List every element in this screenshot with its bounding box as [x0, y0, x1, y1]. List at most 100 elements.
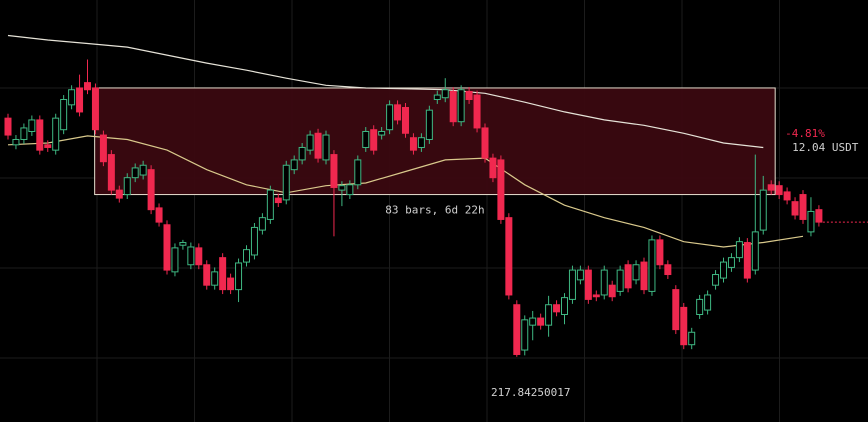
candle-body	[568, 269, 576, 300]
range-change: -4.81%	[785, 127, 825, 140]
candle-body	[258, 217, 266, 231]
candle-body	[282, 164, 290, 201]
range-amount-bg	[789, 140, 868, 155]
candle-body	[314, 132, 322, 159]
candle-body	[584, 269, 592, 300]
candle-body	[4, 117, 12, 136]
candle-body	[243, 249, 250, 263]
candle-body	[688, 331, 696, 346]
candle-body	[139, 164, 147, 176]
candle-body	[203, 264, 211, 286]
candle-body	[99, 134, 107, 163]
candle-body	[378, 130, 386, 136]
candle-body	[672, 289, 680, 331]
candle-body	[36, 119, 44, 151]
candle-body	[425, 109, 433, 140]
candle-body	[394, 104, 402, 121]
candle-body	[322, 134, 330, 161]
candle-body	[807, 210, 815, 233]
candle-body	[521, 319, 529, 351]
candle-body	[28, 119, 36, 132]
candle-body	[290, 159, 298, 171]
candle-body	[545, 304, 553, 326]
candle-body	[60, 99, 68, 131]
range-duration: 83 bars, 6d 22h	[385, 204, 484, 217]
candle-body	[720, 261, 727, 279]
candle-body	[537, 317, 545, 326]
candle-body	[155, 207, 163, 223]
candle-body	[235, 262, 243, 291]
candle-body	[449, 91, 457, 123]
candle-body	[179, 242, 187, 246]
candle-body	[44, 144, 52, 148]
candle-body	[147, 169, 155, 211]
candle-body	[680, 306, 688, 346]
candle-body	[330, 154, 338, 188]
candle-body	[250, 226, 258, 256]
candle-body	[648, 239, 656, 292]
candle-body	[608, 284, 616, 298]
candle-body	[163, 224, 171, 271]
candle-body	[266, 189, 274, 220]
candle-body	[219, 257, 227, 291]
candle-body	[640, 261, 648, 291]
candle-body	[417, 137, 425, 148]
candle-body	[306, 134, 314, 151]
candle-body	[211, 271, 219, 286]
range-box	[94, 87, 776, 196]
candle-body	[489, 157, 497, 179]
candle-body	[600, 269, 608, 296]
candle-body	[115, 189, 123, 199]
candle-body	[799, 194, 807, 220]
candle-body	[84, 82, 91, 91]
candle-body	[370, 129, 378, 151]
candle-body	[592, 294, 600, 298]
candle-body	[123, 177, 131, 196]
candle-body	[632, 264, 640, 281]
candle-body	[513, 304, 521, 355]
candle-body	[195, 247, 203, 266]
candle-body	[298, 146, 306, 161]
candle-body	[743, 242, 751, 279]
candle-body	[704, 294, 712, 311]
candle-body	[12, 138, 20, 146]
candle-body	[433, 94, 441, 101]
candle-body	[76, 87, 84, 113]
candle-body	[338, 185, 346, 191]
candle-body	[91, 87, 99, 131]
candle-body	[664, 264, 672, 276]
candle-body	[529, 317, 537, 326]
candle-body	[473, 94, 481, 129]
candle-body	[465, 91, 473, 101]
candle-body	[624, 264, 632, 289]
candle-body	[187, 246, 195, 266]
candle-body	[68, 89, 76, 106]
candle-body	[815, 209, 823, 223]
candle-body	[346, 184, 354, 196]
candle-body	[727, 257, 735, 268]
candle-body	[775, 185, 783, 196]
candle-body	[561, 297, 568, 316]
candle-body	[131, 167, 139, 179]
candle-body	[759, 189, 767, 231]
candle-body	[107, 154, 115, 191]
candle-body	[386, 104, 394, 131]
candle-body	[481, 127, 489, 159]
moving-average-line	[7, 34, 764, 149]
range-amount: 12.04 USDT	[792, 141, 859, 154]
candle-body	[505, 217, 513, 296]
candle-body	[751, 231, 759, 271]
candle-body	[354, 159, 362, 186]
candle-body	[497, 159, 505, 220]
candle-body	[712, 274, 720, 286]
candle-body	[52, 117, 60, 151]
moving-average-line	[7, 135, 804, 248]
candle-body	[735, 241, 743, 259]
candle-body	[783, 191, 791, 201]
candle-body	[402, 106, 409, 134]
candle-body	[227, 277, 235, 291]
candle-body	[171, 247, 179, 273]
candle-body	[20, 127, 28, 140]
